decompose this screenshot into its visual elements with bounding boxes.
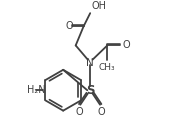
Text: OH: OH: [92, 1, 107, 11]
Text: O: O: [98, 107, 105, 117]
Text: N: N: [86, 58, 94, 68]
Text: S: S: [86, 84, 94, 97]
Text: H₂N: H₂N: [27, 85, 46, 95]
Text: O: O: [75, 107, 83, 117]
Text: O: O: [122, 40, 130, 50]
Text: O: O: [65, 21, 73, 31]
Text: CH₃: CH₃: [99, 63, 116, 72]
